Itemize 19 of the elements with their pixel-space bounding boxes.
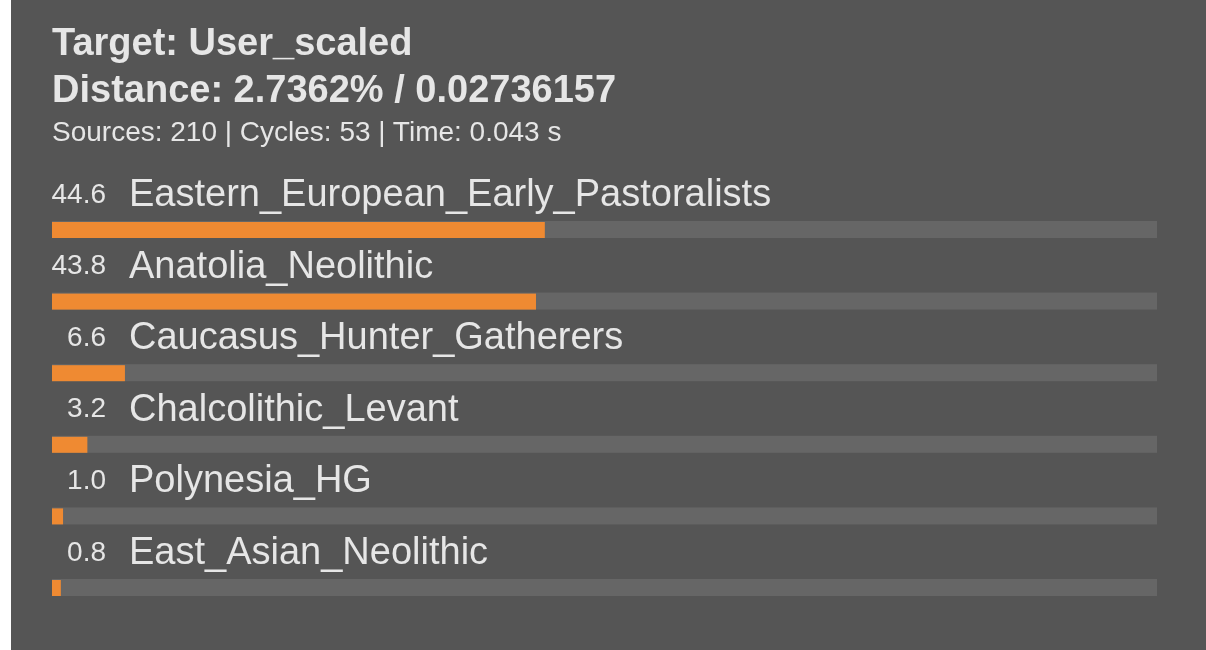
data-label: 43.8 xyxy=(51,249,106,281)
data-label: 6.6 xyxy=(67,320,106,352)
chart-title: Target: User_scaled xyxy=(52,21,413,63)
chart-subtitle: Distance: 2.7362% / 0.02736157 xyxy=(52,68,617,110)
source-note: Sources: 210 | Cycles: 53 | Time: 0.043 s xyxy=(52,116,562,147)
y-tick-label: Eastern_European_Early_Pastoralists xyxy=(129,172,772,214)
y-tick-label: Caucasus_Hunter_Gatherers xyxy=(129,315,624,358)
data-label: 0.8 xyxy=(67,535,106,567)
data-label: 1.0 xyxy=(67,463,106,495)
data-label: 3.2 xyxy=(67,392,106,424)
y-tick-label: Anatolia_Neolithic xyxy=(129,243,434,286)
bar xyxy=(52,436,88,453)
bar xyxy=(52,580,61,596)
y-tick-label: East_Asian_Neolithic xyxy=(129,530,489,572)
bar xyxy=(52,365,125,382)
bar xyxy=(52,508,64,525)
y-tick-label: Polynesia_HG xyxy=(129,458,372,501)
data-label: 44.6 xyxy=(51,177,106,209)
y-tick-label: Chalcolithic_Levant xyxy=(129,386,459,429)
